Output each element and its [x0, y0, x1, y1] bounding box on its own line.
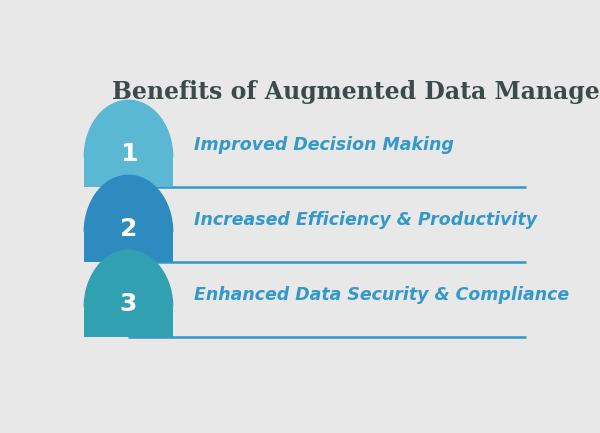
- Polygon shape: [84, 175, 173, 232]
- Text: Benefits of Augmented Data Management: Benefits of Augmented Data Management: [112, 80, 600, 104]
- Text: Enhanced Data Security & Compliance: Enhanced Data Security & Compliance: [194, 286, 569, 304]
- Text: 2: 2: [120, 216, 137, 241]
- FancyBboxPatch shape: [84, 307, 173, 337]
- Polygon shape: [84, 100, 173, 157]
- FancyBboxPatch shape: [84, 232, 173, 262]
- Text: Increased Efficiency & Productivity: Increased Efficiency & Productivity: [194, 211, 537, 229]
- FancyBboxPatch shape: [84, 157, 173, 187]
- Text: 3: 3: [120, 292, 137, 316]
- Text: 1: 1: [120, 142, 137, 166]
- Polygon shape: [84, 250, 173, 307]
- Text: Improved Decision Making: Improved Decision Making: [194, 136, 454, 154]
